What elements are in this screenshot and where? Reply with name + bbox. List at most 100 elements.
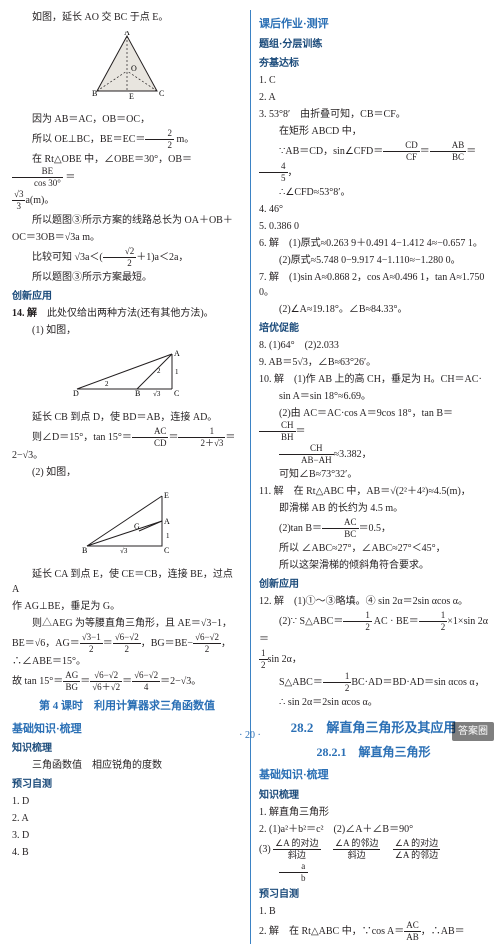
svg-text:B: B: [135, 389, 140, 398]
svg-text:C: C: [164, 546, 169, 555]
text: (2) 如图，: [12, 465, 242, 480]
text: 2. (1)a²＋b²＝c² (2)∠A＋∠B＝90°: [259, 822, 488, 837]
text: 12sin 2α，: [259, 649, 488, 670]
text: (2)tan B＝ACBC＝0.5，: [259, 518, 488, 539]
text: (2)∵ S△ABC＝12 AC · BE＝12×1×sin 2α＝: [259, 611, 488, 647]
text: 14. 解 此处仅给出两种方法(还有其他方法)。: [12, 306, 242, 321]
text: ∴∠CFD≈53°8′。: [259, 185, 488, 200]
text: 可知∠B≈73°32′。: [259, 467, 488, 482]
text: BE＝√6，AG＝√3−12＝√6−√22，BG＝BE−√6−√22，∴∠ABE…: [12, 633, 242, 669]
subsection-heading: 预习自测: [259, 887, 488, 902]
svg-text:G: G: [134, 522, 140, 531]
subsection-heading: 知识梳理: [259, 788, 488, 803]
answer: 7. 解 (1)sin A≈0.868 2，cos A≈0.496 1，tan …: [259, 270, 488, 300]
watermark: 答案圈: [452, 722, 494, 741]
svg-text:C: C: [159, 89, 164, 98]
text: 三角函数值 相应锐角的度数: [12, 758, 242, 773]
text: ∴ sin 2α＝2sin αcos α。: [259, 695, 488, 710]
answer: 2. A: [12, 811, 242, 826]
subsection-heading: 创新应用: [12, 289, 242, 304]
text: (2)原式≈5.748 0−9.917 4−1.110≈−1.280 0。: [259, 253, 488, 268]
text: S△ABC＝12BC·AD＝BD·AD＝sin αcos α，: [259, 672, 488, 693]
answer: 1. B: [259, 904, 488, 919]
answer: 6. 解 (1)原式≈0.263 9＋0.491 4−1.412 4≈−0.65…: [259, 236, 488, 251]
text: 即滑梯 AB 的长约为 4.5 m。: [259, 501, 488, 516]
text: 在矩形 ABCD 中，: [259, 124, 488, 139]
subsection-heading: 夯基达标: [259, 56, 488, 71]
svg-text:B: B: [82, 546, 87, 555]
text: 所以这架滑梯的倾斜角符合要求。: [259, 558, 488, 573]
text: 则△AEG 为等腰直角三角形，且 AE＝√3−1，: [12, 616, 242, 631]
text: 如图，延长 AO 交 BC 于点 E。: [12, 10, 242, 25]
section-heading-lesson-4: 第 4 课时 利用计算器求三角函数值: [12, 698, 242, 715]
answer: 8. (1)64° (2)2.033: [259, 338, 488, 353]
subsection-heading: 题组·分层训练: [259, 37, 488, 52]
answer: 1. D: [12, 794, 242, 809]
subsection-heading: 创新应用: [259, 577, 488, 592]
figure-triangle-2: D B A C 2 2 1 √3: [12, 344, 242, 404]
svg-text:C: C: [174, 389, 179, 398]
text: 延长 CA 到点 E，使 CE＝CB，连接 BE，过点 A: [12, 567, 242, 597]
subsection-heading: 基础知识·梳理: [12, 721, 242, 738]
svg-text:O: O: [131, 64, 137, 73]
text: 比较可知 √3a＜(√22＋1)a＜2a，: [12, 247, 242, 268]
svg-text:1: 1: [175, 368, 179, 376]
text: ab: [259, 862, 488, 883]
answer: 2. A: [259, 90, 488, 105]
text: 故 tan 15°＝AGBG＝√6−√2√6＋√2＝√6−√24＝2−√3。: [12, 671, 242, 692]
text: √33a(m)。: [12, 190, 242, 211]
text: CHAB−AH≈3.382，: [259, 444, 488, 465]
answer: 3. 53°8′ 由折叠可知，CB＝CF。: [259, 107, 488, 122]
answer: 1. C: [259, 73, 488, 88]
figure-triangle-3: B C A E G √3 1: [12, 486, 242, 561]
text: 所以题图③所示方案最短。: [12, 270, 242, 285]
text: 则∠D＝15°，tan 15°＝ACCD＝12＋√3＝2−√3。: [12, 427, 242, 463]
right-column: 课后作业·测评 题组·分层训练 夯基达标 1. C 2. A 3. 53°8′ …: [250, 10, 488, 944]
text: sin A＝sin 18°≈6.69。: [259, 389, 488, 404]
svg-text:√3: √3: [120, 547, 128, 555]
svg-text:A: A: [174, 349, 180, 358]
svg-text:1: 1: [166, 532, 170, 540]
text: 1. 解直角三角形: [259, 805, 488, 820]
section-heading-28-2-1: 28.2.1 解直角三角形: [259, 743, 488, 761]
answer: 11. 解 在 Rt△ABC 中，AB＝√(2²＋4²)≈4.5(m)，: [259, 484, 488, 499]
left-column: 如图，延长 AO 交 BC 于点 E。 A B C O E 因为 AB＝AC，O…: [12, 10, 250, 944]
text: 因为 AB＝AC，OB＝OC，: [12, 112, 242, 127]
page-number: · 20 ·: [239, 728, 261, 743]
svg-text:A: A: [124, 31, 130, 37]
text: 作 AG⊥BE，垂足为 G。: [12, 599, 242, 614]
text: 所以题图③所示方案的线路总长为 OA＋OB＋: [12, 213, 242, 228]
text: ∵AB＝CD，sin∠CFD＝CDCF＝ABBC＝45，: [259, 141, 488, 183]
subsection-heading: 知识梳理: [12, 741, 242, 756]
text: (3) ∠A 的对边斜边 ∠A 的邻边斜边 ∠A 的对边∠A 的邻边: [259, 839, 488, 860]
section-heading: 课后作业·测评: [259, 16, 488, 33]
text: OC＝3OB＝√3a m。: [12, 230, 242, 245]
answer: 9. AB＝5√3，∠B≈63°26′。: [259, 355, 488, 370]
answer: 12. 解 (1)①～③略填。④ sin 2α＝2sin αcos α。: [259, 594, 488, 609]
svg-text:E: E: [129, 92, 134, 101]
answer: 4. 46°: [259, 202, 488, 217]
svg-text:D: D: [73, 389, 79, 398]
answer: 4. B: [12, 845, 242, 860]
svg-text:√3: √3: [153, 390, 161, 398]
subsection-heading: 基础知识·梳理: [259, 767, 488, 784]
answer: 2. 解 在 Rt△ABC 中，∵cos A＝ACAB，∴AB＝: [259, 921, 488, 942]
svg-text:2: 2: [105, 380, 109, 388]
text: (2)由 AC＝AC·cos A＝9cos 18°，tan B＝CHBH＝: [259, 406, 488, 442]
text: 延长 CB 到点 D，使 BD＝AB，连接 AD。: [12, 410, 242, 425]
answer: 3. D: [12, 828, 242, 843]
svg-text:A: A: [164, 517, 170, 526]
subsection-heading: 预习自测: [12, 777, 242, 792]
answer: 5. 0.386 0: [259, 219, 488, 234]
answer: 10. 解 (1)作 AB 上的高 CH，垂足为 H。CH＝AC·: [259, 372, 488, 387]
text: 所以 ∠ABC≈27°，∠ABC≈27°＜45°，: [259, 541, 488, 556]
text: (1) 如图，: [12, 323, 242, 338]
svg-text:B: B: [92, 89, 97, 98]
text: 在 Rt△OBE 中，∠OBE＝30°，OB＝ BEcos 30° ＝: [12, 152, 242, 188]
svg-text:E: E: [164, 491, 169, 500]
text: (2)∠A≈19.18°。∠B≈84.33°。: [259, 302, 488, 317]
text: 所以 OE⊥BC，BE＝EC＝22 m。: [12, 129, 242, 150]
svg-text:2: 2: [157, 367, 161, 375]
subsection-heading: 培优促能: [259, 321, 488, 336]
figure-triangle-1: A B C O E: [12, 31, 242, 106]
